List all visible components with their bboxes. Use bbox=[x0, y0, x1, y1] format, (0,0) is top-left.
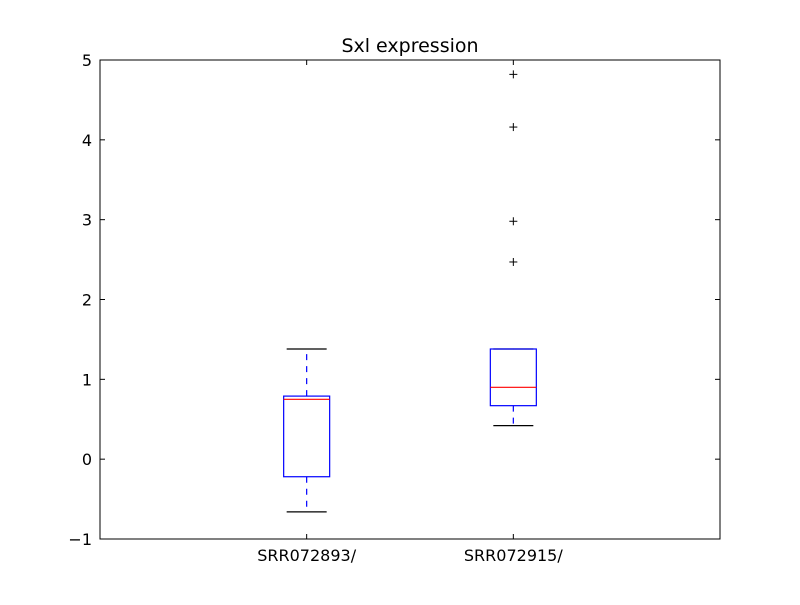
flier-point bbox=[509, 217, 518, 226]
box-group bbox=[283, 348, 331, 513]
x-axis: SRR072893/SRR072915/ bbox=[257, 60, 563, 565]
flier-point bbox=[509, 123, 518, 132]
y-tick-label: 5 bbox=[82, 51, 92, 70]
y-tick-label: 3 bbox=[82, 211, 92, 230]
x-tick-label: SRR072893/ bbox=[257, 546, 356, 565]
y-tick-label: 4 bbox=[82, 131, 92, 150]
flier-point bbox=[509, 257, 518, 266]
plot-marks bbox=[283, 70, 537, 513]
y-tick-label: 1 bbox=[82, 370, 92, 389]
box-iqr bbox=[489, 348, 537, 407]
chart-title: Sxl expression bbox=[341, 35, 478, 57]
y-axis: −1 0 1 2 3 4 5 bbox=[68, 51, 720, 549]
y-tick-label: −1 bbox=[68, 530, 92, 549]
y-tick-label: 2 bbox=[82, 291, 92, 310]
x-tick-label: SRR072915/ bbox=[464, 546, 563, 565]
box-iqr bbox=[283, 395, 331, 478]
y-tick-label: 0 bbox=[82, 450, 92, 469]
box-group bbox=[489, 70, 537, 427]
flier-point bbox=[509, 70, 518, 79]
